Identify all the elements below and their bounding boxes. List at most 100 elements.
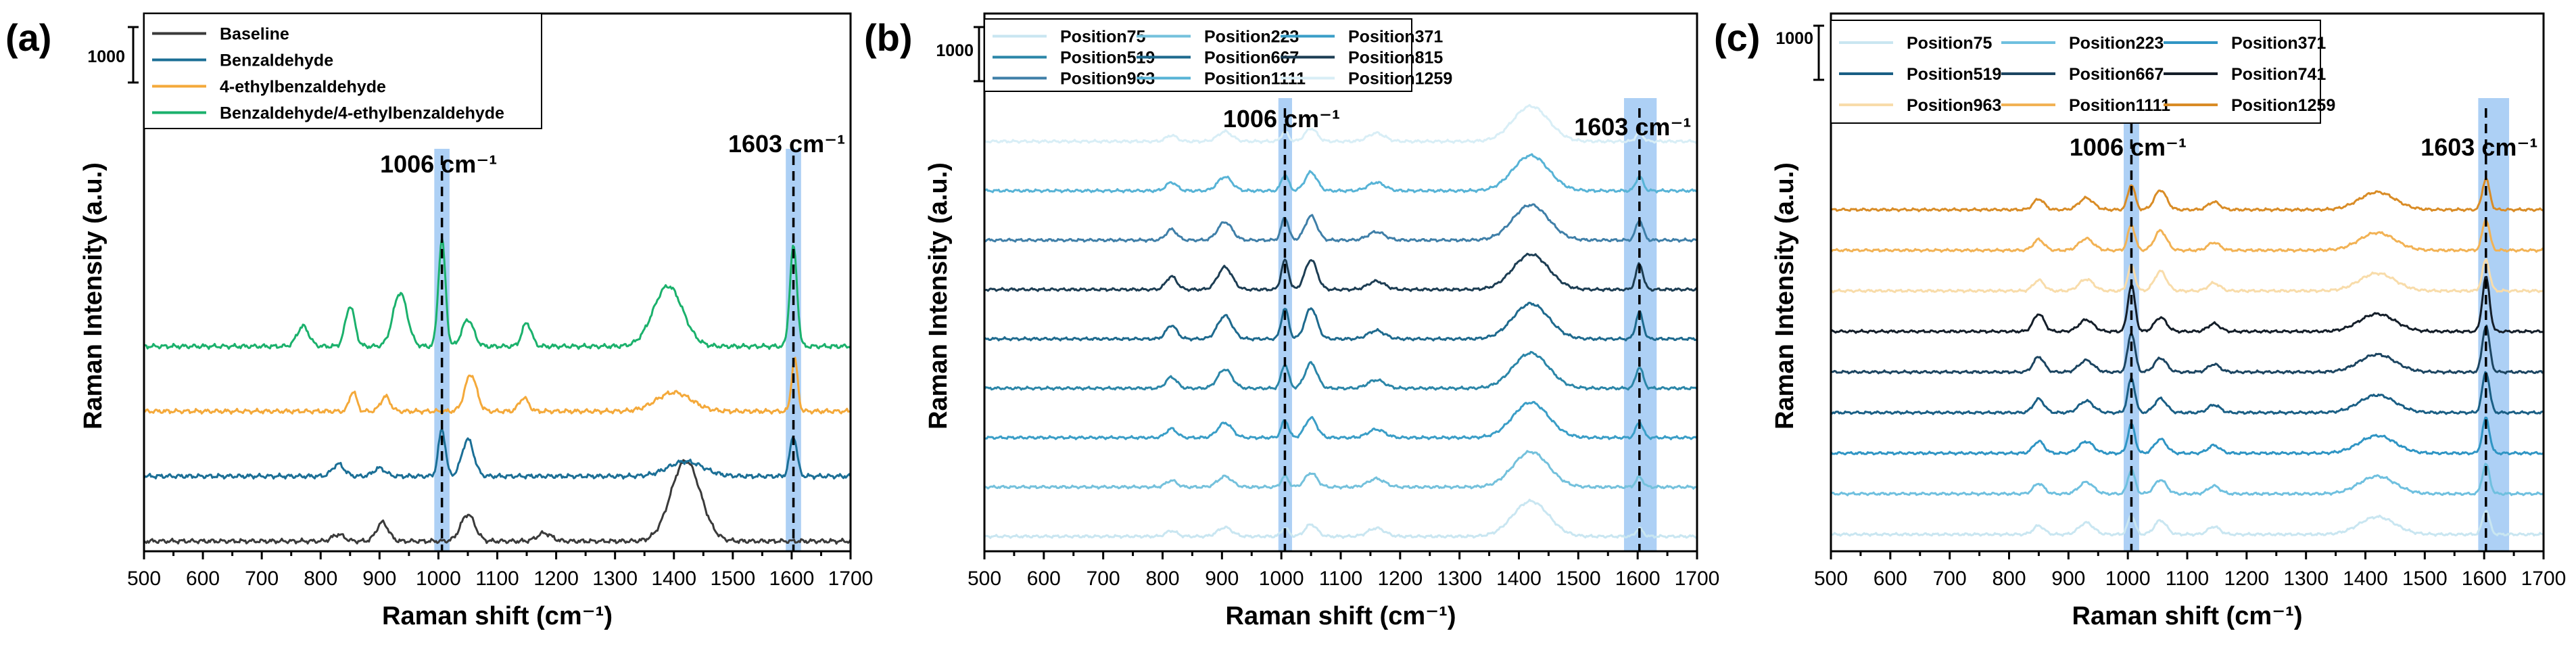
- x-tick-label: 1400: [2343, 568, 2388, 590]
- legend-label: Position1259: [1348, 70, 1452, 89]
- legend-item: Position519: [1839, 65, 2001, 84]
- legend-label: Position963: [1907, 96, 2001, 115]
- legend-item: Position1111: [2001, 96, 2170, 115]
- legend-item: Position741: [2164, 65, 2326, 84]
- legend-box: [1830, 20, 2321, 124]
- y-axis-label: Raman Intensity (a.u.): [924, 162, 953, 430]
- x-tick-label: 600: [1874, 568, 1907, 590]
- series-line-position1259: [1830, 177, 2544, 212]
- legend-label: Position1259: [2231, 96, 2335, 115]
- legend-label: Baseline: [220, 25, 289, 44]
- legend-item: Position75: [993, 28, 1146, 47]
- x-tick-label: 1200: [1377, 568, 1423, 590]
- legend-item: Position815: [1281, 49, 1443, 68]
- x-tick-label: 500: [968, 568, 1001, 590]
- series-line-position815: [984, 252, 1698, 292]
- x-tick-label: 500: [1814, 568, 1848, 590]
- peak-label-1006: 1006 cm⁻¹: [1223, 105, 1340, 133]
- legend-item: Benzaldehyde/4-ethylbenzaldehyde: [152, 104, 504, 123]
- scale-bar-label: 1000: [1775, 29, 1813, 48]
- x-tick-label: 1500: [2402, 568, 2448, 590]
- legend-label: Position371: [2231, 34, 2326, 53]
- scale-bar-label: 1000: [87, 47, 125, 66]
- x-tick-label: 900: [1205, 568, 1239, 590]
- legend-item: 4-ethylbenzaldehyde: [152, 78, 386, 97]
- series-line-position75: [983, 499, 1698, 539]
- x-tick-label: 1600: [769, 568, 815, 590]
- legend-label: Position371: [1348, 28, 1443, 47]
- x-tick-label: 900: [362, 568, 396, 590]
- x-tick-label: 1700: [828, 568, 874, 590]
- series-line-position1111: [984, 153, 1698, 193]
- highlight-band-1006: [1278, 98, 1292, 551]
- series-line-position371: [984, 400, 1698, 440]
- legend-item: Benzaldehyde: [152, 51, 333, 70]
- x-tick-label: 700: [1933, 568, 1967, 590]
- series-line-position741: [1830, 275, 2544, 334]
- x-tick-label: 1400: [1496, 568, 1542, 590]
- x-axis-label: Raman shift (cm⁻¹): [1226, 602, 1456, 630]
- legend-box: [984, 18, 1412, 92]
- panel-b: 1006 cm⁻¹ 1603 cm⁻¹ 500 600 700 800 900 1000 110…: [864, 12, 1720, 630]
- x-tick-label: 900: [2051, 568, 2085, 590]
- legend-item: Position223: [2001, 34, 2164, 53]
- plot-frame: [983, 12, 1698, 553]
- x-tick-label: 1700: [2521, 568, 2567, 590]
- x-tick-label: 700: [1087, 568, 1120, 590]
- x-tick-label: 800: [304, 568, 337, 590]
- series-line-position519: [983, 350, 1698, 391]
- x-tick-label: 1500: [710, 568, 755, 590]
- x-tick-label: 1700: [1675, 568, 1720, 590]
- x-tick-label: 1100: [475, 568, 519, 590]
- x-tick-label: 500: [127, 568, 161, 590]
- series-line-position1111: [1830, 218, 2545, 253]
- series-line-position1259: [984, 103, 1698, 144]
- legend-box: [143, 13, 542, 129]
- series-line-baseline: [143, 459, 852, 545]
- legend-label: Position741: [2231, 65, 2326, 84]
- x-tick-label: 1200: [2224, 568, 2269, 590]
- x-tick-label: 1100: [2166, 568, 2210, 590]
- x-tick-label: 600: [186, 568, 220, 590]
- series-line-position223: [984, 450, 1698, 490]
- x-tick-label: 800: [1992, 568, 2026, 590]
- series-line-position667: [1830, 325, 2544, 375]
- y-axis-label: Raman Intensity (a.u.): [79, 162, 108, 430]
- x-tick-label: 1300: [1437, 568, 1482, 590]
- legend-label: Position667: [2069, 65, 2164, 84]
- legend-item: Position371: [1281, 28, 1443, 47]
- legend-label: Benzaldehyde: [220, 51, 333, 70]
- series-line-4-ethylbenzaldehyde: [143, 356, 851, 415]
- legend-item: Position1259: [2164, 96, 2335, 115]
- x-tick-label: 1300: [592, 568, 638, 590]
- x-tick-label: 1200: [533, 568, 579, 590]
- series-line-benzaldehyde-4-ethylbenzaldehyde: [143, 237, 851, 350]
- panel-c: 1006 cm⁻¹ 1603 cm⁻¹ 500 600 700 800 900 1000 110…: [1714, 12, 2567, 630]
- peak-label-1603: 1603 cm⁻¹: [728, 130, 845, 158]
- panel-a: 1006 cm⁻¹ 1603 cm⁻¹ 500 600 700 800 900 1000 110…: [5, 12, 874, 630]
- legend-item: Position75: [1839, 34, 1993, 53]
- legend-label: Position75: [1907, 34, 1993, 53]
- legend-label: Position519: [1907, 65, 2001, 84]
- peak-label-1603: 1603 cm⁻¹: [2420, 133, 2537, 161]
- legend-label: Position1111: [2069, 96, 2170, 115]
- x-tick-label: 1400: [651, 568, 696, 590]
- panel-label: (c): [1714, 16, 1760, 59]
- x-tick-label: 1600: [2462, 568, 2507, 590]
- series-line-position75: [1830, 509, 2544, 537]
- legend-item: Baseline: [152, 25, 289, 44]
- legend-label: 4-ethylbenzaldehyde: [220, 78, 386, 97]
- series-line-position667: [984, 302, 1698, 342]
- x-tick-label: 1500: [1556, 568, 1601, 590]
- x-tick-label: 1100: [1319, 568, 1363, 590]
- x-tick-label: 800: [1145, 568, 1179, 590]
- series-line-benzaldehyde: [143, 427, 852, 480]
- legend-label: Benzaldehyde/4-ethylbenzaldehyde: [220, 104, 504, 123]
- series-line-position963: [1830, 258, 2544, 294]
- x-tick-label: 700: [245, 568, 279, 590]
- legend-item: Position667: [2001, 65, 2164, 84]
- x-tick-label: 1300: [2283, 568, 2329, 590]
- peak-label-1603: 1603 cm⁻¹: [1574, 113, 1691, 141]
- legend-item: Position371: [2164, 34, 2326, 53]
